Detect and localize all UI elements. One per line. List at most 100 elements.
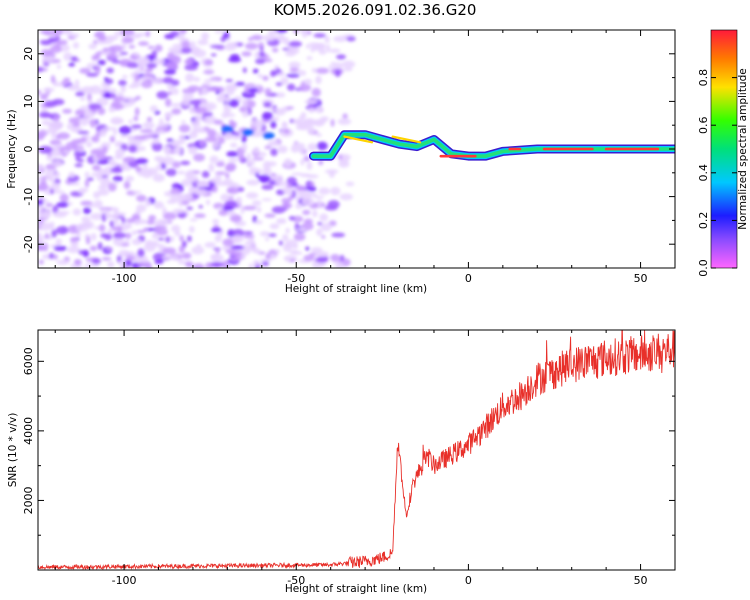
noise-speckle: [119, 51, 128, 56]
noise-speckle: [133, 219, 141, 225]
noise-speckle: [342, 60, 356, 68]
noise-speckle: [109, 220, 115, 228]
noise-speckle: [136, 204, 147, 213]
noise-speckle: [38, 177, 42, 183]
noise-speckle: [145, 68, 153, 73]
noise-speckle: [318, 49, 327, 55]
noise-speckle: [248, 87, 259, 93]
noise-speckle: [167, 52, 175, 61]
noise-speckle: [71, 33, 80, 38]
noise-speckle: [56, 201, 69, 208]
noise-speckle: [255, 58, 266, 65]
noise-speckle: [315, 67, 330, 74]
noise-speckle: [194, 114, 203, 122]
noise-speckle: [327, 200, 340, 209]
noise-speckle: [210, 45, 225, 49]
noise-speckle: [289, 249, 299, 254]
noise-speckle: [145, 199, 151, 207]
colorbar: 0.0 0.2 0.4 0.6 0.8 Normalized spectral ampl…: [697, 29, 749, 277]
ridge-core: [391, 135, 422, 144]
noise-speckle: [93, 191, 101, 199]
noise-speckle: [191, 120, 201, 128]
noise-speckle: [56, 64, 62, 70]
noise-speckle: [212, 141, 220, 149]
noise-speckle: [324, 36, 330, 44]
noise-speckle: [154, 155, 164, 162]
signal-ridge: [309, 130, 675, 161]
noise-speckle: [210, 53, 217, 57]
noise-speckle: [68, 117, 75, 124]
noise-speckle: [72, 42, 80, 49]
snr-x-tick-label: 50: [634, 574, 648, 587]
noise-speckle: [303, 155, 311, 162]
noise-speckle: [149, 131, 159, 136]
noise-speckle: [66, 123, 73, 130]
noise-speckle: [145, 263, 153, 268]
noise-speckle: [126, 251, 136, 257]
noise-speckle: [141, 76, 150, 81]
noise-speckle: [150, 79, 162, 83]
noise-speckle: [187, 235, 192, 242]
noise-speckle: [306, 192, 318, 197]
noise-speckle: [265, 237, 270, 242]
colorbar-gradient: [710, 29, 738, 269]
noise-speckle: [281, 197, 291, 204]
spectrogram-y-tick-label: 20: [22, 47, 35, 61]
noise-speckle: [259, 46, 264, 51]
noise-speckle: [268, 253, 277, 260]
noise-speckle: [191, 246, 205, 255]
noise-speckle: [174, 146, 182, 155]
noise-speckle: [142, 121, 155, 130]
noise-speckle: [224, 96, 232, 103]
noise-speckle: [227, 187, 235, 193]
noise-speckle: [252, 200, 262, 206]
noise-speckle: [156, 91, 169, 99]
noise-speckle: [283, 128, 290, 135]
noise-speckle: [136, 230, 146, 234]
noise-speckle: [318, 187, 330, 195]
colorbar-label: Normalized spectral amplitude: [737, 68, 749, 229]
noise-speckle: [250, 119, 263, 127]
noise-speckle: [146, 219, 155, 225]
noise-speckle: [204, 59, 214, 66]
noise-speckle: [82, 187, 89, 193]
noise-speckle: [343, 67, 353, 72]
noise-speckle: [220, 193, 230, 202]
noise-speckle: [210, 254, 224, 263]
snr-panel: -100 -50 0 50 2000 4000 6000 Height of straigh…: [7, 329, 676, 595]
noise-speckle: [319, 213, 329, 222]
noise-speckle: [114, 209, 119, 215]
noise-speckle: [154, 259, 164, 265]
noise-speckle: [232, 228, 244, 238]
noise-speckle: [115, 148, 125, 157]
snr-x-tick-label: -100: [112, 574, 137, 587]
noise-speckle: [108, 182, 117, 192]
noise-speckle: [128, 84, 137, 89]
noise-speckle: [269, 181, 276, 185]
noise-speckle: [307, 186, 317, 192]
noise-speckle: [152, 252, 167, 262]
noise-speckle: [264, 213, 276, 218]
noise-speckle: [292, 142, 306, 149]
noise-speckle: [148, 214, 157, 221]
noise-speckle: [178, 259, 186, 265]
noise-speckle: [293, 232, 306, 241]
noise-speckle: [141, 80, 153, 89]
noise-blob: [262, 132, 275, 140]
noise-speckle: [97, 242, 103, 251]
noise-speckle: [196, 127, 206, 133]
noise-speckle: [258, 51, 265, 58]
noise-speckle: [157, 129, 165, 134]
noise-speckle: [74, 109, 85, 116]
noise-speckle: [146, 62, 158, 69]
noise-speckle: [178, 124, 191, 133]
noise-speckle: [340, 254, 345, 262]
noise-speckle: [235, 81, 246, 86]
noise-speckle: [196, 244, 202, 248]
noise-speckle: [203, 115, 217, 125]
noise-speckle: [300, 30, 308, 35]
noise-speckle: [125, 175, 135, 182]
noise-speckle: [49, 179, 56, 183]
noise-speckle: [97, 188, 110, 196]
